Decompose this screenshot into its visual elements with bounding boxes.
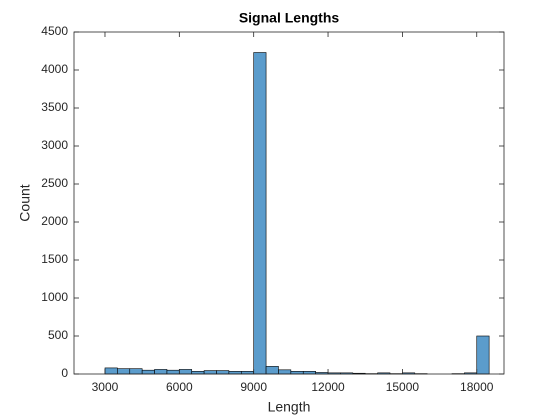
bar (104, 367, 118, 375)
bar (141, 369, 155, 375)
bar (476, 335, 490, 375)
y-tick-label: 0 (61, 366, 68, 380)
bar (278, 369, 292, 375)
x-tick-label: 3000 (92, 380, 119, 394)
y-tick-label: 1500 (41, 252, 68, 266)
bar (216, 370, 230, 375)
bar (253, 52, 267, 375)
plot-area (74, 32, 504, 374)
y-axis-label: Count (17, 184, 33, 221)
y-tick-label: 3000 (41, 138, 68, 152)
x-tick-label: 9000 (240, 380, 267, 394)
x-tick-label: 12000 (311, 380, 345, 394)
x-axis-label: Length (268, 399, 311, 415)
x-tick-label: 6000 (166, 380, 193, 394)
x-tick-label: 15000 (386, 380, 420, 394)
bar (117, 368, 131, 375)
y-tick-label: 2000 (41, 214, 68, 228)
bar (265, 366, 279, 375)
bar (154, 369, 168, 375)
bar (203, 370, 217, 375)
y-tick-label: 3500 (41, 100, 68, 114)
bar (166, 369, 180, 375)
y-tick-label: 500 (48, 328, 68, 342)
bar (129, 368, 143, 375)
axes-box (73, 31, 505, 375)
chart-title: Signal Lengths (239, 10, 340, 26)
bar (179, 369, 193, 375)
y-tick-label: 1000 (41, 290, 68, 304)
y-tick-label: 2500 (41, 176, 68, 190)
y-tick-label: 4500 (41, 24, 68, 38)
y-tick-label: 4000 (41, 62, 68, 76)
x-tick-label: 18000 (460, 380, 494, 394)
